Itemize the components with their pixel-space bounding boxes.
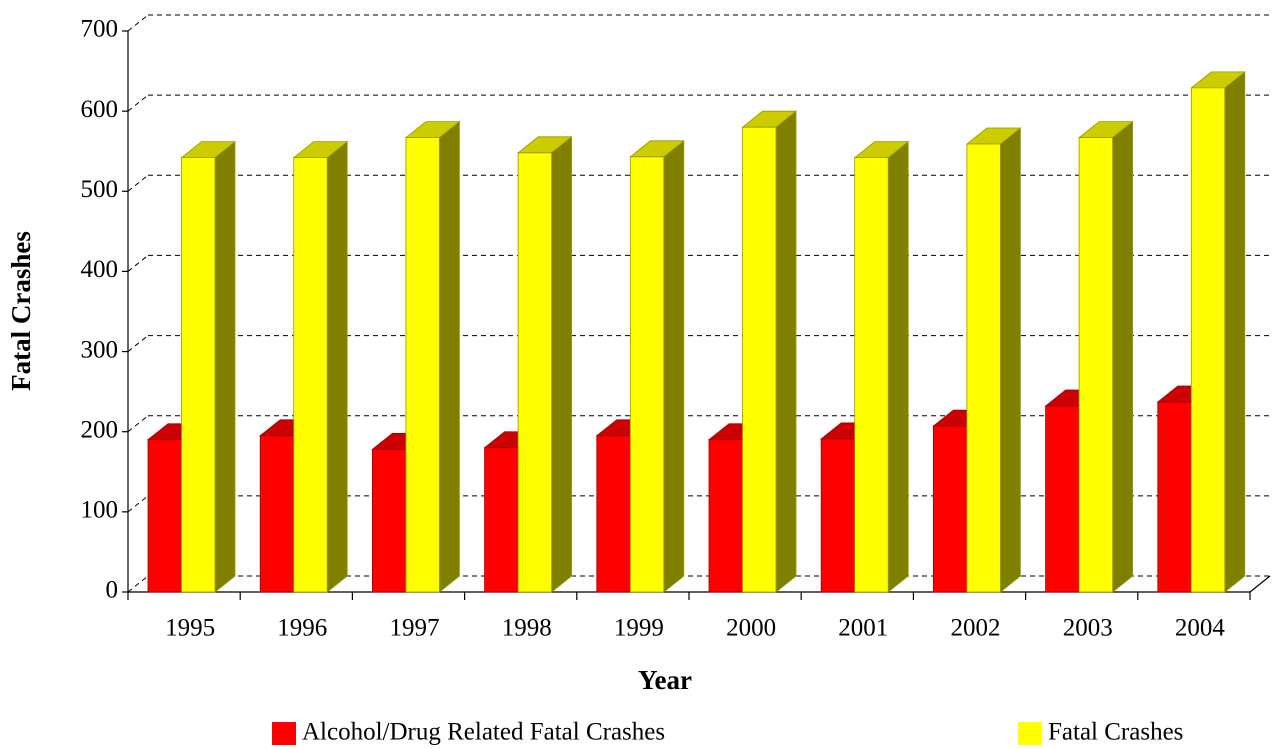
bar-face [1000,127,1021,593]
bar-face [438,120,460,593]
grid-line [127,415,149,433]
x-tick-label: 1999 [614,615,664,642]
x-tick-label: 1997 [390,615,440,642]
x-axis-title: Year [638,665,692,695]
grid-line [127,495,149,513]
y-tick-label: 700 [81,16,119,43]
x-tick-label: 2000 [726,615,776,642]
y-tick-label: 100 [81,497,119,524]
bar [965,127,1022,593]
legend-label: Fatal Crashes [1048,719,1183,746]
y-tick-label: 600 [81,96,119,123]
bar-face [966,143,1001,593]
bar [404,120,461,593]
x-tick-label: 2004 [1175,615,1226,642]
bar-face [484,447,519,593]
y-tick-label: 0 [106,577,119,604]
bar [629,139,685,593]
y-tick-label: 500 [81,176,119,203]
bar-face [1045,405,1080,593]
floor-edge [1249,575,1271,593]
x-tick-label: 1998 [502,615,552,642]
legend-swatch [1018,722,1042,745]
bar [516,135,573,593]
bar-face [181,157,216,593]
bar-face [708,439,743,593]
bar-face [517,152,552,593]
bar [741,110,798,593]
bar-face [1190,87,1226,593]
bar-face [1078,137,1113,593]
bar [853,140,910,593]
x-tick-label: 2003 [1063,615,1113,642]
bar-face [371,448,407,593]
legend-label: Alcohol/Drug Related Fatal Crashes [302,719,665,746]
legend-swatch [272,722,296,745]
y-tick-label: 200 [81,416,119,443]
bar-face [405,137,440,593]
bar-face [259,435,295,593]
grid-line [127,94,149,112]
grid-line [127,14,149,32]
bar-face [933,425,968,593]
y-tick-label: 300 [81,336,119,363]
x-tick-label: 1995 [165,615,215,642]
x-tick-label: 1996 [277,615,327,642]
x-tick-label: 2002 [951,615,1001,642]
bar-face [147,439,182,593]
bar-face [629,156,665,593]
x-tick-label: 2001 [838,615,888,642]
grid-line [127,335,149,352]
y-tick-label: 400 [81,256,119,283]
bar-face [551,135,572,593]
bar-face [214,140,236,593]
bar-face [663,139,685,593]
y-axis-title: Fatal Crashes [6,231,36,391]
grid-line [127,255,149,272]
bar-face [820,438,856,593]
grid-line [127,174,149,192]
bar-face [326,140,348,593]
bar [292,140,349,593]
bar-face [293,157,328,593]
bar-face [1112,120,1133,593]
bar-face [1224,71,1246,593]
bar-face [596,435,631,593]
grid-line [127,575,149,593]
bar-face [887,140,909,593]
bar-face [1157,401,1192,593]
bar [1077,120,1134,593]
bar-face [775,110,797,593]
bar [180,140,237,593]
bar [1190,71,1246,593]
bar-face [854,157,889,593]
bar-face [742,126,777,593]
